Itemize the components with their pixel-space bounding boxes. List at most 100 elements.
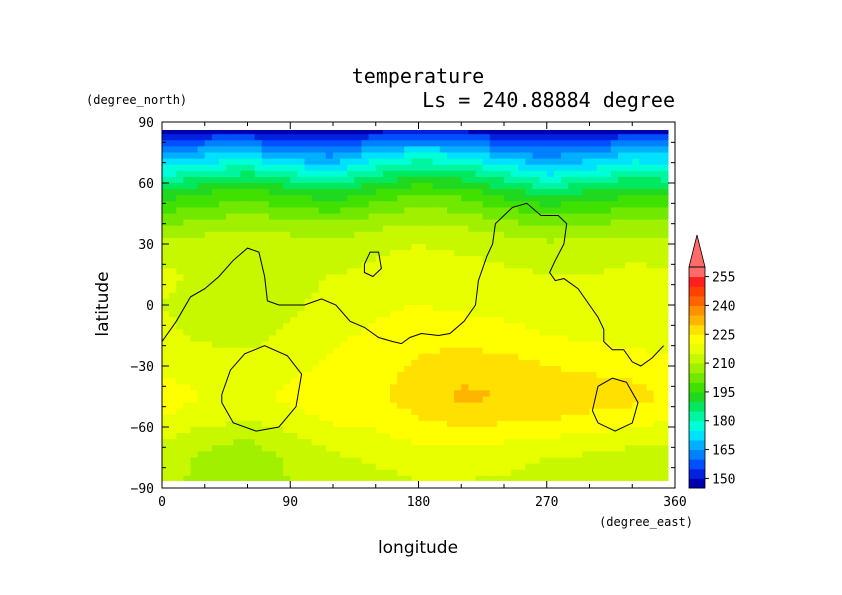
heatmap-cell bbox=[297, 323, 306, 330]
heatmap-cell bbox=[318, 445, 327, 452]
heatmap-cell bbox=[347, 231, 355, 239]
heatmap-cell bbox=[226, 140, 234, 147]
heatmap-cell bbox=[240, 378, 249, 385]
heatmap-cell bbox=[496, 237, 505, 245]
heatmap-cell bbox=[276, 213, 284, 221]
heatmap-cell bbox=[504, 146, 512, 154]
heatmap-cell bbox=[375, 298, 384, 306]
heatmap-cell bbox=[603, 366, 612, 373]
heatmap-cell bbox=[240, 134, 249, 141]
heatmap-cell bbox=[276, 317, 284, 324]
heatmap-cell bbox=[290, 408, 298, 416]
heatmap-cell bbox=[390, 280, 398, 288]
heatmap-cell bbox=[646, 195, 655, 202]
heatmap-cell bbox=[325, 146, 334, 154]
chart-subtitle: Ls = 240.88884 degree bbox=[422, 88, 675, 112]
heatmap-cell bbox=[504, 189, 512, 196]
heatmap-cell bbox=[211, 335, 220, 343]
heatmap-cell bbox=[618, 372, 626, 379]
heatmap-cell bbox=[518, 189, 526, 196]
heatmap-cell bbox=[618, 341, 626, 349]
heatmap-cell bbox=[290, 347, 298, 355]
heatmap-cell bbox=[496, 305, 505, 312]
heatmap-cell bbox=[596, 366, 605, 373]
contour-line bbox=[221, 345, 303, 432]
heatmap-cell bbox=[511, 457, 519, 465]
heatmap-cell bbox=[347, 353, 355, 361]
heatmap-cell bbox=[596, 286, 605, 294]
heatmap-cell bbox=[432, 298, 441, 306]
heatmap-cell bbox=[660, 305, 669, 312]
heatmap-cell bbox=[518, 347, 526, 355]
heatmap-cell bbox=[169, 469, 177, 477]
heatmap-cell bbox=[589, 317, 598, 324]
heatmap-cell bbox=[596, 170, 605, 178]
heatmap-cell bbox=[211, 378, 220, 385]
heatmap-cell bbox=[254, 390, 263, 398]
heatmap-cell bbox=[418, 347, 427, 355]
heatmap-cell bbox=[646, 414, 655, 422]
heatmap-cell bbox=[561, 207, 569, 215]
heatmap-cell bbox=[211, 384, 220, 391]
heatmap-cell bbox=[368, 402, 377, 410]
heatmap-cell bbox=[539, 353, 548, 361]
heatmap-cell bbox=[575, 164, 583, 172]
heatmap-cell bbox=[553, 195, 562, 202]
heatmap-cell bbox=[489, 164, 498, 172]
heatmap-cell bbox=[632, 244, 640, 251]
heatmap-cell bbox=[347, 463, 355, 471]
heatmap-cell bbox=[589, 329, 598, 337]
heatmap-cell bbox=[439, 244, 448, 251]
heatmap-cell bbox=[368, 280, 377, 288]
heatmap-cell bbox=[404, 268, 412, 276]
heatmap-cell bbox=[211, 439, 220, 446]
heatmap-cell bbox=[382, 256, 391, 263]
heatmap-cell bbox=[375, 384, 384, 391]
heatmap-cell bbox=[183, 372, 192, 379]
heatmap-cell bbox=[511, 469, 519, 477]
heatmap-cell bbox=[325, 176, 334, 184]
heatmap-cell bbox=[375, 463, 384, 471]
heatmap-cell bbox=[361, 195, 370, 202]
heatmap-cell bbox=[454, 414, 462, 422]
heatmap-cell bbox=[618, 140, 626, 147]
heatmap-cell bbox=[639, 292, 648, 300]
heatmap-cell bbox=[532, 445, 541, 452]
heatmap-cell bbox=[660, 256, 669, 263]
heatmap-cell bbox=[183, 335, 192, 343]
heatmap-cell bbox=[639, 256, 648, 263]
heatmap-cell bbox=[354, 237, 363, 245]
heatmap-cell bbox=[482, 225, 491, 233]
heatmap-cell bbox=[468, 262, 477, 269]
heatmap-cell bbox=[418, 183, 427, 190]
heatmap-cell bbox=[297, 158, 306, 166]
heatmap-cell bbox=[625, 189, 633, 196]
heatmap-cell bbox=[268, 366, 277, 373]
heatmap-cell bbox=[653, 140, 662, 147]
heatmap-cell bbox=[340, 433, 348, 440]
heatmap-cell bbox=[532, 427, 541, 434]
heatmap-cell bbox=[318, 451, 327, 459]
heatmap-cell bbox=[347, 311, 355, 318]
heatmap-cell bbox=[211, 140, 220, 147]
heatmap-cell bbox=[625, 372, 633, 379]
heatmap-cell bbox=[546, 347, 555, 355]
heatmap-cell bbox=[375, 262, 384, 269]
heatmap-cell bbox=[311, 164, 320, 172]
heatmap-cell bbox=[632, 250, 640, 257]
heatmap-cell bbox=[582, 420, 591, 428]
heatmap-cell bbox=[568, 207, 576, 215]
heatmap-cell bbox=[290, 213, 298, 221]
heatmap-cell bbox=[447, 445, 455, 452]
heatmap-cell bbox=[311, 390, 320, 398]
heatmap-cell bbox=[461, 335, 469, 343]
heatmap-cell bbox=[539, 445, 548, 452]
heatmap-cell bbox=[226, 353, 234, 361]
heatmap-cell bbox=[283, 152, 291, 160]
heatmap-cell bbox=[354, 280, 363, 288]
heatmap-cell bbox=[432, 213, 441, 221]
heatmap-cell bbox=[226, 219, 234, 227]
heatmap-cell bbox=[297, 152, 306, 160]
heatmap-cell bbox=[653, 402, 662, 410]
heatmap-cell bbox=[532, 231, 541, 239]
